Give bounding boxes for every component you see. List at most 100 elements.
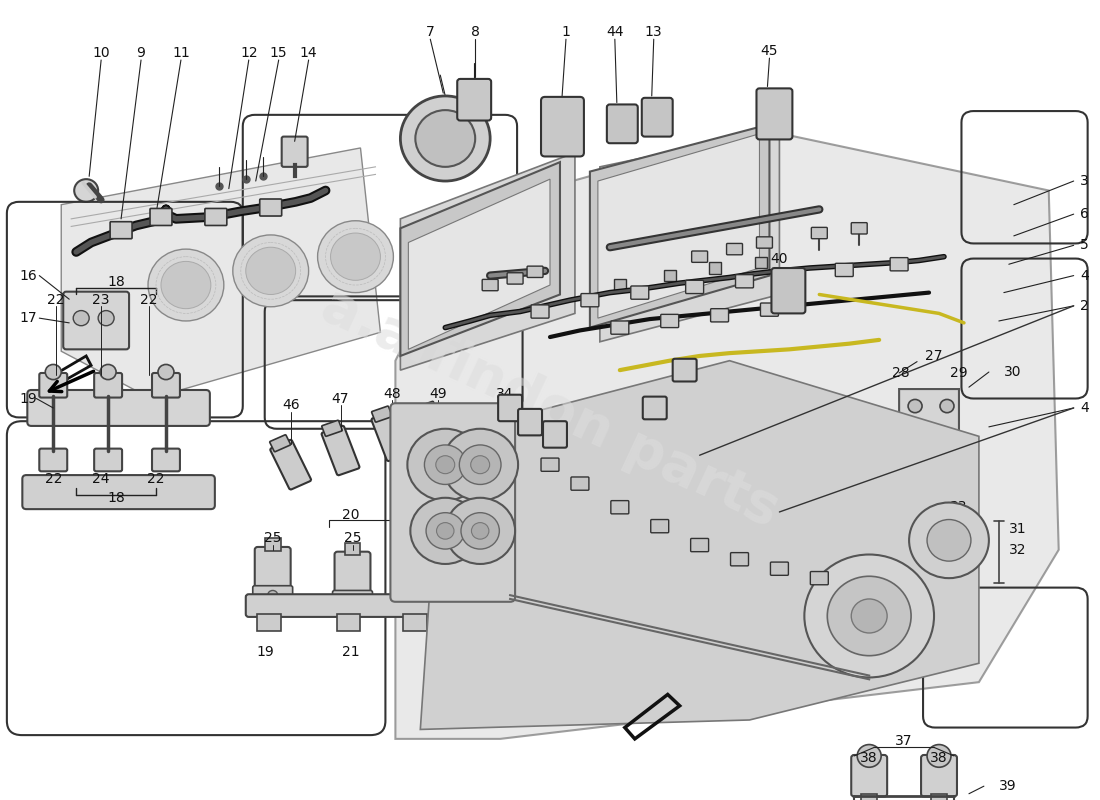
Circle shape xyxy=(436,456,454,474)
Circle shape xyxy=(442,429,518,501)
Text: 44: 44 xyxy=(606,25,624,38)
FancyBboxPatch shape xyxy=(760,303,779,316)
FancyBboxPatch shape xyxy=(835,263,854,277)
Text: 38: 38 xyxy=(931,751,948,765)
Text: 21: 21 xyxy=(342,645,360,659)
Polygon shape xyxy=(598,134,759,318)
Polygon shape xyxy=(600,129,780,342)
FancyBboxPatch shape xyxy=(890,258,909,271)
FancyBboxPatch shape xyxy=(334,552,371,595)
FancyBboxPatch shape xyxy=(531,305,549,318)
Text: 4: 4 xyxy=(1080,401,1089,415)
FancyBboxPatch shape xyxy=(95,373,122,398)
Circle shape xyxy=(331,233,381,280)
Circle shape xyxy=(940,446,954,460)
FancyBboxPatch shape xyxy=(458,79,491,121)
Circle shape xyxy=(927,745,952,767)
FancyBboxPatch shape xyxy=(651,519,669,533)
Text: 12: 12 xyxy=(240,46,257,60)
Circle shape xyxy=(148,249,223,321)
FancyBboxPatch shape xyxy=(757,88,792,139)
Circle shape xyxy=(903,558,915,570)
Circle shape xyxy=(98,310,114,326)
Text: 7: 7 xyxy=(426,25,434,38)
Bar xyxy=(756,257,768,268)
Circle shape xyxy=(161,262,211,309)
FancyBboxPatch shape xyxy=(571,477,588,490)
FancyBboxPatch shape xyxy=(507,273,524,284)
FancyBboxPatch shape xyxy=(851,222,867,234)
Text: 35: 35 xyxy=(512,410,529,425)
FancyBboxPatch shape xyxy=(630,286,649,299)
Circle shape xyxy=(45,365,62,379)
FancyBboxPatch shape xyxy=(260,199,282,216)
Text: 20: 20 xyxy=(342,508,360,522)
FancyBboxPatch shape xyxy=(95,449,122,471)
FancyBboxPatch shape xyxy=(711,309,728,322)
Bar xyxy=(256,614,280,631)
FancyBboxPatch shape xyxy=(253,586,293,602)
Text: 2: 2 xyxy=(1080,299,1089,313)
Circle shape xyxy=(940,399,954,413)
Text: 37: 37 xyxy=(895,734,913,748)
FancyBboxPatch shape xyxy=(685,280,704,294)
Text: 17: 17 xyxy=(20,311,37,325)
Polygon shape xyxy=(400,153,575,370)
Circle shape xyxy=(804,554,934,678)
Text: 38: 38 xyxy=(860,751,878,765)
Bar xyxy=(265,538,280,550)
Circle shape xyxy=(927,519,971,561)
Circle shape xyxy=(158,365,174,379)
Bar xyxy=(614,279,626,290)
FancyBboxPatch shape xyxy=(28,390,210,426)
Bar xyxy=(708,262,720,274)
FancyBboxPatch shape xyxy=(63,292,129,350)
Circle shape xyxy=(437,522,454,539)
Text: 18: 18 xyxy=(107,490,125,505)
Text: 19: 19 xyxy=(20,391,37,406)
Circle shape xyxy=(100,365,117,379)
FancyBboxPatch shape xyxy=(757,237,772,248)
FancyBboxPatch shape xyxy=(372,406,392,422)
Text: 23: 23 xyxy=(92,293,110,307)
Text: 1: 1 xyxy=(561,25,571,38)
Circle shape xyxy=(909,502,989,578)
Bar xyxy=(663,270,675,282)
FancyBboxPatch shape xyxy=(417,402,437,418)
Bar xyxy=(931,794,947,800)
FancyBboxPatch shape xyxy=(692,251,707,262)
Polygon shape xyxy=(899,389,959,484)
Polygon shape xyxy=(408,179,550,350)
FancyBboxPatch shape xyxy=(851,755,887,797)
Bar xyxy=(337,614,361,631)
FancyBboxPatch shape xyxy=(22,475,215,509)
Circle shape xyxy=(233,235,309,306)
Circle shape xyxy=(74,179,98,202)
Text: 36: 36 xyxy=(536,425,553,438)
Circle shape xyxy=(446,498,515,564)
FancyBboxPatch shape xyxy=(543,421,566,448)
Circle shape xyxy=(400,96,491,181)
Circle shape xyxy=(74,310,89,326)
Text: 25: 25 xyxy=(343,531,361,546)
Text: 22: 22 xyxy=(141,293,157,307)
FancyBboxPatch shape xyxy=(541,97,584,157)
FancyBboxPatch shape xyxy=(482,279,498,290)
FancyBboxPatch shape xyxy=(282,137,308,167)
Text: 34: 34 xyxy=(496,386,514,401)
FancyBboxPatch shape xyxy=(691,538,708,552)
FancyBboxPatch shape xyxy=(152,373,180,398)
FancyBboxPatch shape xyxy=(255,547,290,590)
Text: 11: 11 xyxy=(172,46,190,60)
FancyBboxPatch shape xyxy=(40,373,67,398)
FancyBboxPatch shape xyxy=(417,407,454,456)
FancyBboxPatch shape xyxy=(270,435,290,452)
Text: 5: 5 xyxy=(1080,238,1089,252)
Text: 45: 45 xyxy=(761,43,778,58)
Polygon shape xyxy=(395,129,1058,739)
Text: 24: 24 xyxy=(92,472,110,486)
Text: 15: 15 xyxy=(270,46,287,60)
FancyBboxPatch shape xyxy=(641,98,673,137)
Circle shape xyxy=(416,110,475,167)
FancyBboxPatch shape xyxy=(642,397,667,419)
